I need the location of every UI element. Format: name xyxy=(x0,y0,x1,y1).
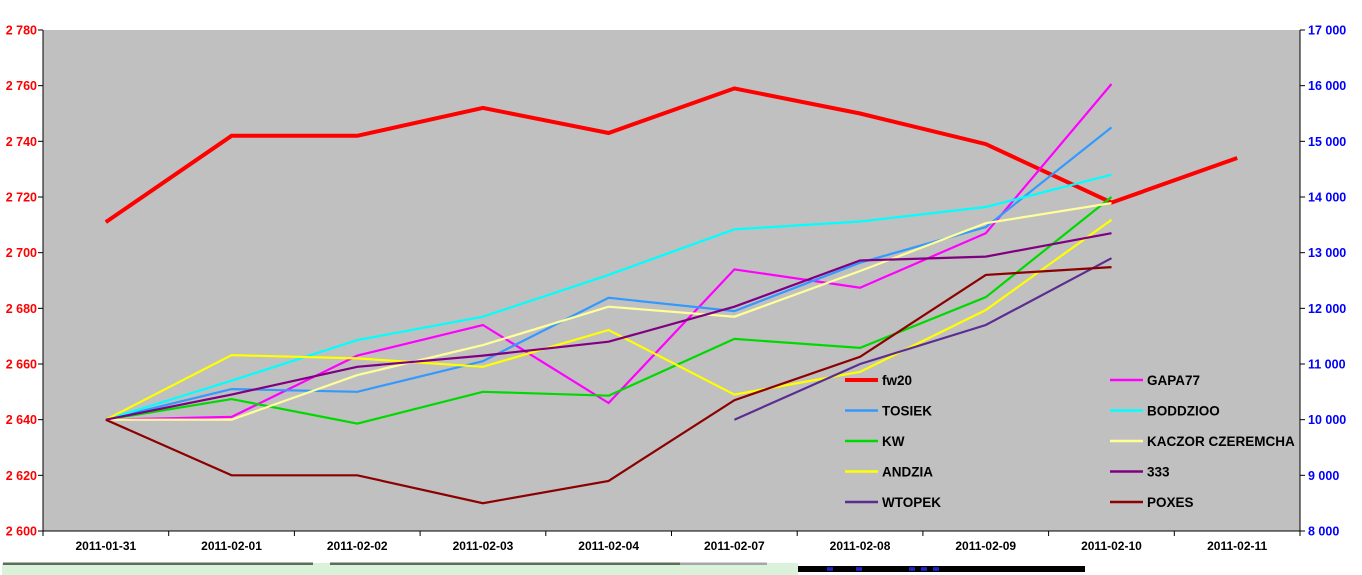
bottom-olive-segment xyxy=(3,562,313,565)
series-line-wtopek xyxy=(733,257,1113,421)
series-line-333 xyxy=(105,232,1112,421)
bottom-bar-blue-mark xyxy=(856,567,862,571)
right-axis-label: 10 000 xyxy=(1308,413,1346,427)
legend-entry-poxes: POXES xyxy=(1110,495,1194,510)
series-line-kw xyxy=(105,196,1113,425)
left-axis-label: 2 760 xyxy=(6,79,37,93)
legend-label-andzia: ANDZIA xyxy=(882,465,933,480)
right-axis-label: 15 000 xyxy=(1308,135,1346,149)
legend-label-fw20: fw20 xyxy=(882,373,912,388)
right-axis-label: 8 000 xyxy=(1308,525,1339,539)
series-line-gapa77 xyxy=(105,83,1113,421)
legend-entry-gapa77: GAPA77 xyxy=(1110,373,1200,388)
left-axis-label: 2 780 xyxy=(6,24,37,38)
legend-entry-andzia: ANDZIA xyxy=(845,465,933,480)
x-axis-label: 2011-02-11 xyxy=(1207,539,1267,553)
legend-entry-kw: KW xyxy=(845,434,905,449)
left-axis-label: 2 720 xyxy=(6,191,37,205)
bottom-black-bar[interactable] xyxy=(798,566,1085,572)
right-axis-label: 9 000 xyxy=(1308,469,1339,483)
bottom-bar-blue-mark xyxy=(933,567,939,571)
legend-label-kaczor-czeremcha: KACZOR CZEREMCHA xyxy=(1147,434,1295,449)
left-axis-label: 2 660 xyxy=(6,358,37,372)
x-axis-label: 2011-02-10 xyxy=(1081,539,1142,553)
bottom-olive-segment xyxy=(330,562,680,565)
bottom-gray-segment xyxy=(680,562,767,565)
bottom-bar-blue-mark xyxy=(827,567,833,571)
legend-entry-wtopek: WTOPEK xyxy=(845,495,941,510)
bottom-bar-blue-mark xyxy=(909,567,915,571)
x-axis-label: 2011-02-08 xyxy=(830,539,891,553)
series-line-poxes xyxy=(105,266,1112,505)
left-axis-label: 2 740 xyxy=(6,135,37,149)
x-axis-label: 2011-02-01 xyxy=(201,539,262,553)
right-axis-label: 12 000 xyxy=(1308,302,1346,316)
x-axis-label: 2011-02-07 xyxy=(704,539,765,553)
left-axis-label: 2 600 xyxy=(6,525,37,539)
left-axis-label: 2 640 xyxy=(6,413,37,427)
x-axis-label: 2011-02-04 xyxy=(578,539,639,553)
right-axis-label: 17 000 xyxy=(1308,24,1346,38)
legend-label-poxes: POXES xyxy=(1147,495,1194,510)
left-axis-label: 2 700 xyxy=(6,246,37,260)
legend-entry-boddzioo: BODDZIOO xyxy=(1110,404,1220,419)
legend-label-wtopek: WTOPEK xyxy=(882,495,941,510)
right-axis-label: 14 000 xyxy=(1308,191,1346,205)
series-line-andzia xyxy=(105,218,1113,421)
right-axis-label: 16 000 xyxy=(1308,79,1346,93)
series-line-boddzioo xyxy=(105,173,1112,421)
x-axis-label: 2011-02-03 xyxy=(453,539,514,553)
legend-label-tosiek: TOSIEK xyxy=(882,404,932,419)
series-line-kaczor-czeremcha xyxy=(105,202,1112,421)
bottom-green-strip xyxy=(2,563,798,575)
legend-entry-kaczor-czeremcha: KACZOR CZEREMCHA xyxy=(1110,434,1295,449)
legend-label-gapa77: GAPA77 xyxy=(1147,373,1200,388)
x-axis-label: 2011-02-09 xyxy=(955,539,1016,553)
left-axis-label: 2 620 xyxy=(6,469,37,483)
legend-entry-333: 333 xyxy=(1110,465,1170,480)
right-axis-label: 13 000 xyxy=(1308,246,1346,260)
bottom-bar-blue-mark xyxy=(921,567,927,571)
series-line-fw20 xyxy=(104,86,1238,224)
legend-label-333: 333 xyxy=(1147,465,1170,480)
legend-label-kw: KW xyxy=(882,434,905,449)
plot-area xyxy=(43,30,1300,531)
left-axis-label: 2 680 xyxy=(6,302,37,316)
right-axis-label: 11 000 xyxy=(1308,358,1346,372)
legend-entry-tosiek: TOSIEK xyxy=(845,404,932,419)
legend-entry-fw20: fw20 xyxy=(845,373,912,388)
legend-label-boddzioo: BODDZIOO xyxy=(1147,404,1220,419)
x-axis-label: 2011-02-02 xyxy=(327,539,388,553)
x-axis-label: 2011-01-31 xyxy=(75,539,136,553)
